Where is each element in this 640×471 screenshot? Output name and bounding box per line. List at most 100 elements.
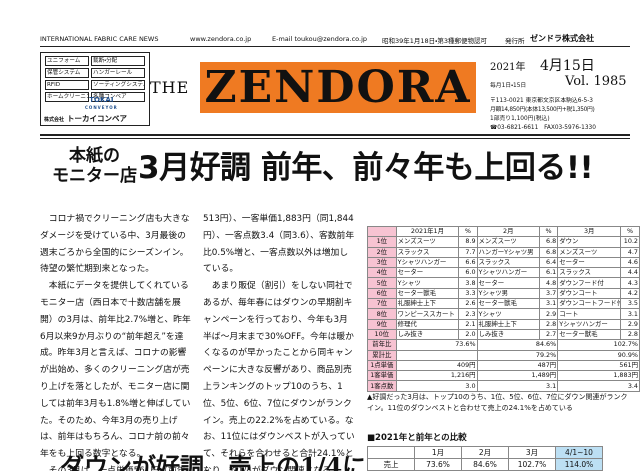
rank-label: 7位 — [367, 298, 397, 310]
price-single: 1部売り1,100円(税込) — [490, 116, 550, 122]
header-cell: 3月 — [557, 225, 622, 238]
masthead-the: THE — [150, 78, 190, 97]
rank-cell: ダウンフード付 — [557, 277, 622, 289]
ad-item: ソーティングシステム — [91, 80, 145, 90]
rank-row: 5位 Yシャツ 3.8 セーター 4.8 ダウンフード付 4.3 — [367, 277, 640, 289]
publisher: ゼンドラ株式会社 — [530, 34, 594, 43]
rank-cell: 7.7 — [458, 246, 478, 258]
rank-row: 4位 セーター 6.0 Yシャツハンガー 6.1 スラックス 4.4 — [367, 267, 640, 279]
value-cell: 73.6% — [414, 458, 462, 471]
url: www.zendora.co.jp — [190, 35, 252, 43]
issue-year: 2021年 — [490, 62, 526, 73]
summary-cell: 1,489円 — [476, 370, 559, 382]
rank-row: 3位 Yシャツハンガー 6.6 スラックス 6.4 セーター 4.6 — [367, 256, 640, 269]
rank-cell: 3.7 — [538, 287, 559, 300]
rank-cell: 4.2 — [620, 287, 640, 300]
ad-items: ユニフォーム 裁断・分配 保管システム ハンガーレール RFID ソーティングシステム ホー… — [45, 56, 145, 102]
kicker-line: モニター店 — [52, 166, 137, 186]
rank-cell: セーター — [476, 277, 540, 289]
rank-cell: 2.8 — [620, 328, 640, 341]
rank-cell: Yシャツ — [476, 308, 540, 320]
ad-item: ハンガーレール — [91, 68, 145, 78]
logo-sub: CONVEYOR — [85, 105, 118, 110]
rank-label: 8位 — [367, 308, 397, 320]
rank-cell: 6.0 — [458, 267, 478, 279]
rank-cell: スラックス — [395, 246, 460, 258]
corner-cell — [367, 446, 415, 459]
summary-cell: 102.7% — [557, 339, 640, 351]
article-column: 513円）、一客単価1,883円（同1,844円）、一客点数3.4（同3.6）、… — [203, 211, 355, 471]
rank-cell: 4.7 — [620, 246, 640, 258]
rank-label: 4位 — [367, 267, 397, 279]
header-cell: 3月 — [508, 446, 556, 459]
ad-item: 保管システム — [45, 68, 89, 78]
rank-cell: 3.1 — [538, 298, 559, 310]
rank-cell: メンズスーツ — [476, 236, 540, 248]
header-row: 2021年1月% 2月% 3月% — [367, 225, 640, 238]
rank-cell: 2.8 — [538, 318, 559, 330]
summary-cell: 3.1 — [476, 380, 559, 392]
rank-row: 2位 スラックス 7.7 ハンガーYシャツ男 6.8 メンズスーツ 4.7 — [367, 246, 640, 258]
rank-cell: 8.9 — [458, 236, 478, 248]
rank-cell: 2.6 — [458, 298, 478, 310]
address: 〒113-0021 東京都文京区本駒込6-5-3 — [490, 98, 593, 104]
summary-cell: 73.6% — [395, 339, 478, 351]
summary-cell: 1,883円 — [557, 370, 640, 382]
rank-cell: 2.9 — [620, 318, 640, 330]
next-headline: ダウンが好調、売上の1/4に — [60, 452, 367, 471]
main-headline: 3月好調 前年、前々年も上回る!! — [138, 150, 594, 186]
rank-cell: Yシャツ — [395, 277, 460, 289]
header-cell: 1月 — [414, 446, 462, 459]
header-cell: % — [620, 225, 640, 238]
rank-cell: 礼服紳士上下 — [395, 298, 460, 310]
rank-cell: Yシャツハンガー — [476, 267, 540, 279]
permit: 昭和39年1月18日・第3種郵便物認可 — [382, 37, 488, 45]
price-month: 月額14,850円(本体13,500円+税1,350円) — [490, 107, 595, 113]
summary-cell: 3.4 — [557, 380, 640, 392]
rule — [40, 134, 630, 136]
rank-row: 9位 修理代 2.1 礼服紳士上下 2.8 Yシャツハンガー 2.9 — [367, 318, 640, 330]
email: E-mail toukou@zendora.co.jp — [272, 35, 368, 43]
ranking-table: 2021年1月% 2月% 3月% 1位 メンズスーツ 8.9 メンズスーツ 6.8 ダウン 10.… — [367, 225, 640, 392]
header-cell: 2021年1月 — [395, 225, 460, 238]
value-row: 売上 73.6% 84.6% 102.7% 114.0% — [367, 458, 603, 471]
rank-cell: 2.7 — [538, 328, 559, 341]
rank-label: 1位 — [367, 236, 397, 248]
header-cell: 4/1~10 — [555, 446, 603, 459]
paragraph: コロナ禍でクリーニング店も大きなダメージを受けている中、3月最後の週末ごろから全… — [40, 214, 190, 275]
rank-cell: 2.9 — [538, 308, 559, 320]
rank-row: 7位 礼服紳士上下 2.6 セーター獣毛 3.1 ダウンコートフード付 3.5 — [367, 298, 640, 310]
rank-row: 10位 しみ抜き 2.0 しみ抜き 2.7 セーター獣毛 2.8 — [367, 328, 640, 341]
ad-item: RFID — [45, 80, 89, 90]
summary-label: 1客単価 — [367, 370, 397, 382]
rank-cell: ダウン — [557, 236, 622, 248]
rule — [40, 138, 630, 139]
rank-cell: 10.2 — [620, 236, 640, 248]
summary-row: 1点単価 409円 487円 561円 — [367, 359, 640, 372]
paragraph: 513円）、一客単価1,883円（同1,844円）、一客点数3.4（同3.6）、… — [203, 214, 355, 275]
rank-cell: Yシャツ男 — [476, 287, 540, 300]
rank-cell: セーター獣毛 — [476, 298, 540, 310]
article-column: コロナ禍でクリーニング店も大きなダメージを受けている中、3月最後の週末ごろから全… — [40, 211, 192, 471]
summary-row: 累計比 79.2% 90.9% — [367, 349, 640, 361]
rank-cell: 4.8 — [538, 277, 559, 289]
rank-cell: セーター — [395, 267, 460, 279]
company: トーカイコンベア — [67, 114, 128, 123]
rank-cell: しみ抜き — [476, 328, 540, 341]
rank-row: 6位 セーター獣毛 3.3 Yシャツ男 3.7 ダウンコート 4.2 — [367, 287, 640, 300]
masthead-box: ZENDORA — [200, 62, 476, 113]
comparison-table: 1月 2月 3月 4/1~10 売上 73.6% 84.6% 102.7% 114.0% — [367, 446, 603, 471]
volume: Vol. 1985 — [565, 74, 627, 89]
header-cell: % — [458, 225, 478, 238]
logo: TOKAI — [89, 96, 114, 104]
header-cell: % — [538, 225, 559, 238]
ad-item: ホームクリーニング — [45, 92, 89, 102]
ad-item: 裁断・分配 — [91, 56, 145, 66]
rank-cell: 6.4 — [538, 256, 559, 269]
kicker-line: 本紙の — [69, 146, 120, 166]
rank-cell: 6.1 — [538, 267, 559, 279]
rank-cell: 2.0 — [458, 328, 478, 341]
rank-cell: 2.3 — [458, 308, 478, 320]
summary-cell: 487円 — [476, 359, 559, 372]
